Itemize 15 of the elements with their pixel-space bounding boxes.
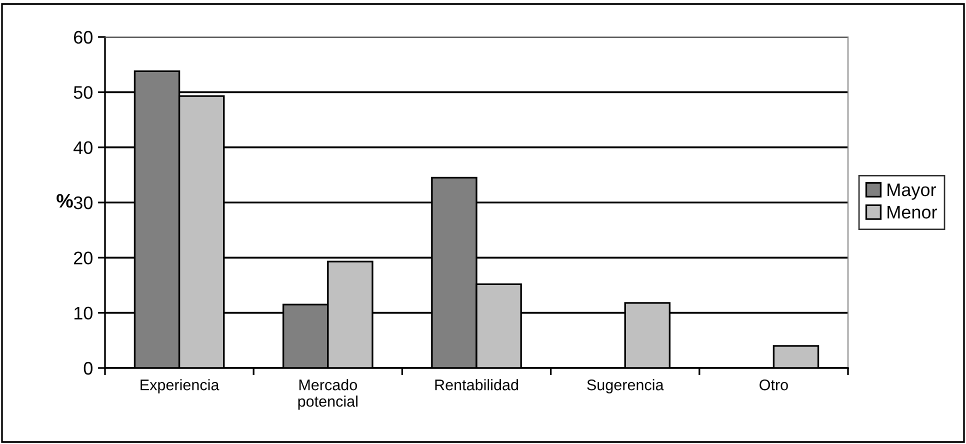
y-tick-label: 20 xyxy=(74,252,92,264)
x-tick-label: Mercado potencial xyxy=(298,379,358,410)
legend-label: Mayor xyxy=(888,184,936,200)
legend-label: Menor xyxy=(888,206,938,219)
y-tick-label: 50 xyxy=(74,86,92,99)
y-tick-label: 40 xyxy=(74,141,92,154)
y-tick-label: 10 xyxy=(74,306,92,320)
y-tick-label: 0 xyxy=(84,362,92,375)
y-axis-title: % xyxy=(56,194,73,208)
x-tick-label: Otro xyxy=(760,380,788,390)
x-tick-label: Experiencia xyxy=(140,379,220,394)
x-tick-label: Sugerencia xyxy=(587,379,664,394)
y-tick-label: 60 xyxy=(74,30,92,44)
x-tick-label: Rentabilidad xyxy=(435,379,518,390)
y-tick-label: 30 xyxy=(74,196,92,210)
